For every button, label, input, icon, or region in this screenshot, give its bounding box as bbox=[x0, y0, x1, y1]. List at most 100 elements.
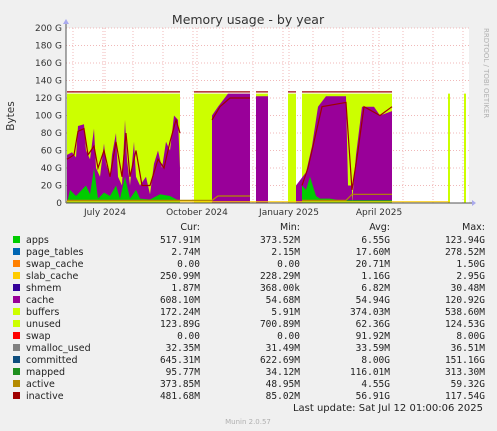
legend-value-avg: 8.00G bbox=[361, 355, 390, 366]
legend-name: unused bbox=[26, 319, 61, 330]
y-tick-label: 100 G bbox=[35, 112, 62, 122]
legend-header-min: Min: bbox=[280, 222, 300, 233]
legend-value-min: 31.49M bbox=[266, 343, 301, 354]
legend-name: active bbox=[26, 379, 55, 390]
legend-value-cur: 250.99M bbox=[160, 271, 200, 282]
legend-header-avg: Avg: bbox=[369, 222, 390, 233]
legend-name: vmalloc_used bbox=[26, 343, 91, 354]
legend-value-min: 2.15M bbox=[271, 247, 300, 258]
legend-value-min: 0.00 bbox=[277, 331, 300, 342]
series-line-inactive bbox=[211, 97, 250, 121]
legend-header-cur: Cur: bbox=[180, 222, 200, 233]
y-tick-label: 60 G bbox=[41, 147, 62, 157]
series-area-unused bbox=[288, 93, 296, 203]
legend-value-min: 700.89M bbox=[260, 319, 300, 330]
legend-value-max: 538.60M bbox=[445, 307, 485, 318]
legend-value-cur: 608.10M bbox=[160, 295, 200, 306]
legend-value-avg: 4.55G bbox=[361, 379, 390, 390]
legend-item: swap 0.00 0.00 91.92M 8.00G bbox=[13, 331, 485, 342]
legend-item: mapped 95.77M 34.12M 116.01M 313.30M bbox=[13, 367, 485, 378]
legend-value-avg: 20.71M bbox=[356, 259, 391, 270]
legend-swatch bbox=[13, 356, 20, 363]
y-tick-label: 80 G bbox=[41, 129, 62, 139]
legend-name: buffers bbox=[26, 307, 59, 318]
legend-value-cur: 2.74M bbox=[171, 247, 200, 258]
legend-name: shmem bbox=[26, 283, 61, 294]
y-tick-label: 140 G bbox=[35, 77, 62, 87]
legend-value-max: 36.51M bbox=[451, 343, 486, 354]
legend-value-avg: 91.92M bbox=[356, 331, 391, 342]
legend-name: slab_cache bbox=[26, 271, 78, 282]
y-tick-label: 40 G bbox=[41, 164, 62, 174]
series-area-apps bbox=[67, 168, 180, 203]
series-line-active bbox=[67, 195, 250, 201]
legend-value-avg: 62.36G bbox=[356, 319, 391, 330]
x-tick-label: January 2025 bbox=[258, 208, 319, 218]
series-line-inactive bbox=[301, 101, 393, 190]
legend-value-min: 48.95M bbox=[266, 379, 301, 390]
legend-value-avg: 17.60M bbox=[356, 247, 391, 258]
legend-value-cur: 645.31M bbox=[160, 355, 200, 366]
legend-name: page_tables bbox=[26, 247, 84, 258]
series-area-unused-spike bbox=[464, 93, 466, 203]
legend-item: unused 123.89G 700.89M 62.36G 124.53G bbox=[13, 319, 485, 330]
legend-value-avg: 6.55G bbox=[361, 235, 390, 246]
y-tick-label: 20 G bbox=[41, 182, 62, 192]
legend-swatch bbox=[13, 272, 20, 279]
series-area-cache bbox=[256, 96, 268, 203]
legend-value-cur: 123.89G bbox=[160, 319, 200, 330]
y-tick-label: 180 G bbox=[35, 42, 62, 52]
legend-value-min: 5.91M bbox=[271, 307, 300, 318]
legend-value-avg: 33.59M bbox=[356, 343, 391, 354]
legend-value-min: 54.68M bbox=[266, 295, 301, 306]
legend-value-max: 278.52M bbox=[445, 247, 485, 258]
series-area-unused-spike bbox=[448, 93, 450, 203]
legend-value-cur: 95.77M bbox=[166, 367, 201, 378]
legend-value-max: 123.94G bbox=[445, 235, 485, 246]
legend-value-avg: 116.01M bbox=[350, 367, 390, 378]
legend-item: committed 645.31M 622.69M 8.00G 151.16G bbox=[13, 355, 485, 366]
legend-name: swap_cache bbox=[26, 259, 84, 270]
legend-item: apps 517.91M 373.52M 6.55G 123.94G bbox=[13, 235, 485, 246]
legend-value-min: 85.02M bbox=[266, 391, 301, 402]
legend-value-min: 622.69M bbox=[260, 355, 300, 366]
legend-item: swap_cache 0.00 0.00 20.71M 1.50G bbox=[13, 259, 485, 270]
legend-value-cur: 32.35M bbox=[166, 343, 201, 354]
legend-header-max: Max: bbox=[462, 222, 485, 233]
legend-value-cur: 0.00 bbox=[177, 259, 200, 270]
axes bbox=[63, 19, 476, 206]
chart-title: Memory usage - by year bbox=[172, 12, 325, 27]
legend-value-avg: 6.82M bbox=[361, 283, 390, 294]
y-tick-label: 120 G bbox=[35, 94, 62, 104]
legend-item: page_tables 2.74M 2.15M 17.60M 278.52M bbox=[13, 247, 485, 258]
legend: Cur: Min: Avg: Max: apps 517.91M 373.52M 6.… bbox=[13, 222, 485, 402]
legend-swatch bbox=[13, 308, 20, 315]
legend-value-cur: 373.85M bbox=[160, 379, 200, 390]
legend-value-min: 368.00k bbox=[260, 283, 300, 294]
legend-swatch bbox=[13, 320, 20, 327]
series-areas bbox=[66, 91, 466, 203]
legend-value-max: 117.54G bbox=[445, 391, 485, 402]
legend-value-avg: 56.91G bbox=[356, 391, 391, 402]
legend-swatch bbox=[13, 344, 20, 351]
legend-item: shmem 1.87M 368.00k 6.82M 30.48M bbox=[13, 283, 485, 294]
series-line-active bbox=[302, 193, 392, 201]
legend-name: mapped bbox=[26, 367, 65, 378]
legend-value-min: 34.12M bbox=[266, 367, 301, 378]
legend-name: inactive bbox=[26, 391, 64, 402]
legend-swatch bbox=[13, 380, 20, 387]
legend-value-avg: 54.94G bbox=[356, 295, 391, 306]
y-tick-label: 0 bbox=[56, 199, 62, 209]
legend-value-max: 124.53G bbox=[445, 319, 485, 330]
legend-value-max: 2.95G bbox=[456, 271, 485, 282]
x-tick-label: October 2024 bbox=[166, 208, 228, 218]
legend-value-min: 373.52M bbox=[260, 235, 300, 246]
legend-name: swap bbox=[26, 331, 51, 342]
series-area-cache bbox=[296, 96, 352, 203]
legend-item: cache 608.10M 54.68M 54.94G 120.92G bbox=[13, 295, 485, 306]
legend-swatch bbox=[13, 296, 20, 303]
legend-value-max: 120.92G bbox=[445, 295, 485, 306]
legend-name: cache bbox=[26, 295, 54, 306]
legend-value-cur: 172.24M bbox=[160, 307, 200, 318]
legend-value-avg: 374.03M bbox=[350, 307, 390, 318]
